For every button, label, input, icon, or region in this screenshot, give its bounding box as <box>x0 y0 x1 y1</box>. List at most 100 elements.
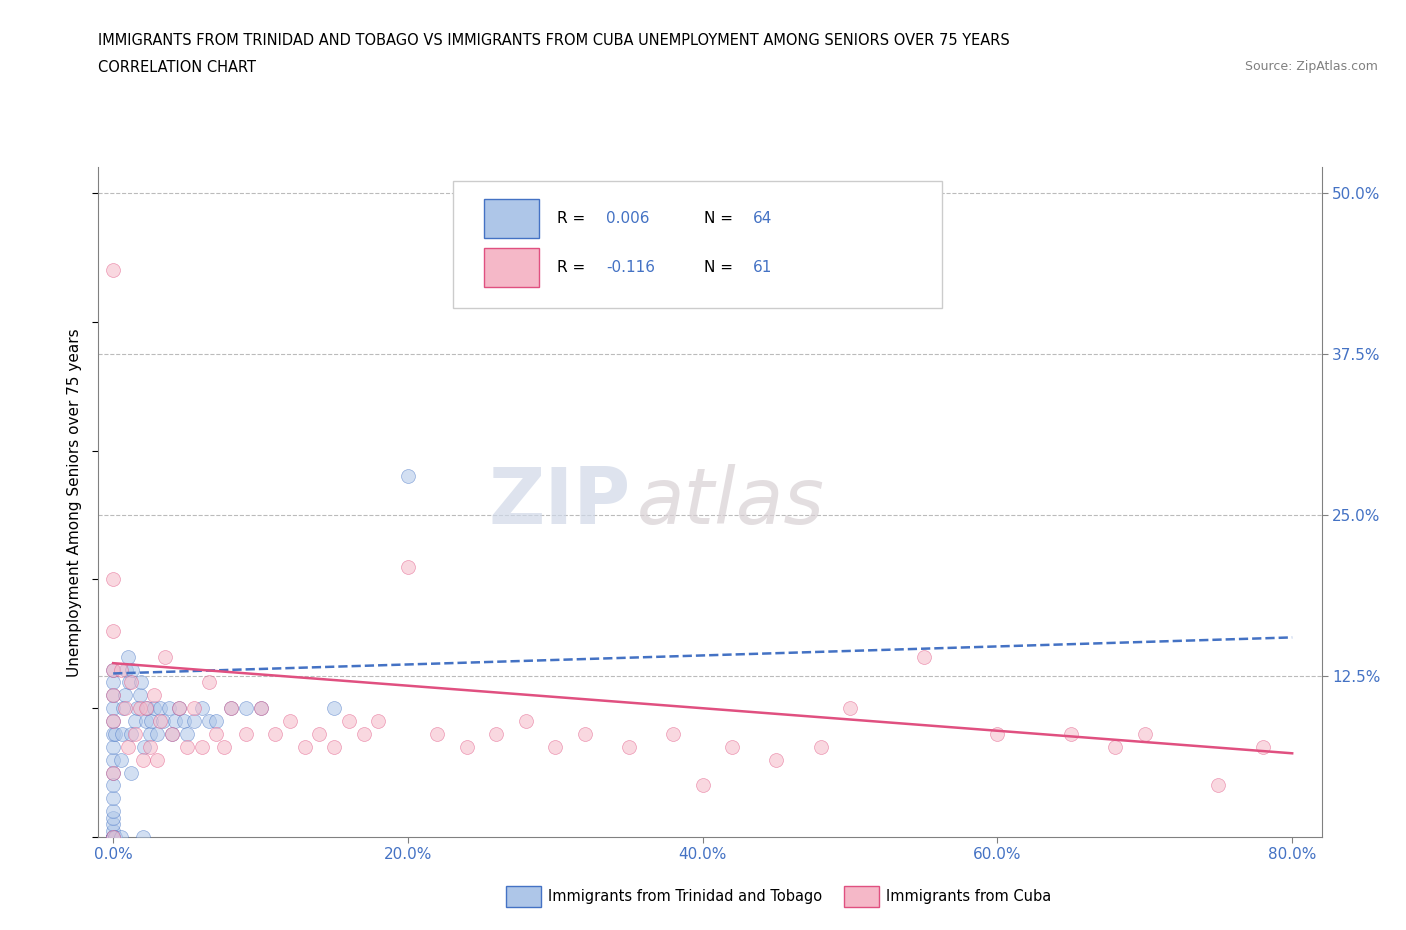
Point <box>169 701 191 716</box>
Point <box>101 662 124 677</box>
Point <box>101 830 124 844</box>
Point <box>146 752 169 767</box>
Point <box>110 830 132 844</box>
Point <box>264 726 287 741</box>
Point <box>120 675 142 690</box>
Point <box>396 469 419 484</box>
Point <box>129 675 152 690</box>
Point <box>912 649 935 664</box>
Point <box>456 739 478 754</box>
FancyBboxPatch shape <box>484 199 538 238</box>
Point <box>101 804 124 818</box>
Point <box>153 649 176 664</box>
Point <box>101 688 124 703</box>
Point <box>617 739 640 754</box>
Point <box>114 688 136 703</box>
Point <box>219 701 242 716</box>
Point <box>131 752 153 767</box>
Text: N =: N = <box>704 211 738 226</box>
Point <box>139 726 162 741</box>
Point <box>165 713 187 728</box>
Point <box>121 662 143 677</box>
Point <box>128 688 150 703</box>
Point <box>101 830 124 844</box>
Point <box>183 713 205 728</box>
Point <box>135 713 157 728</box>
Point <box>101 713 124 728</box>
Point <box>692 778 714 793</box>
Point <box>101 830 124 844</box>
Point <box>149 713 172 728</box>
Text: R =: R = <box>557 259 591 274</box>
Point <box>810 739 832 754</box>
Point <box>485 726 508 741</box>
Point <box>117 739 139 754</box>
Point <box>721 739 744 754</box>
Text: -0.116: -0.116 <box>606 259 655 274</box>
Point <box>101 623 124 638</box>
Point <box>125 701 148 716</box>
Point <box>294 739 316 754</box>
Point <box>986 726 1008 741</box>
Point <box>101 675 124 690</box>
Point <box>101 810 124 825</box>
Point <box>120 726 142 741</box>
Text: R =: R = <box>557 211 591 226</box>
Text: atlas: atlas <box>637 464 824 540</box>
Point <box>131 830 153 844</box>
Point <box>141 713 163 728</box>
Point <box>1208 778 1230 793</box>
Point <box>515 713 537 728</box>
Point <box>396 559 419 574</box>
Point <box>101 752 124 767</box>
Point <box>662 726 685 741</box>
Point <box>136 701 159 716</box>
Text: Immigrants from Trinidad and Tobago: Immigrants from Trinidad and Tobago <box>548 889 823 904</box>
Point <box>1060 726 1083 741</box>
Text: Source: ZipAtlas.com: Source: ZipAtlas.com <box>1244 60 1378 73</box>
Point <box>101 830 124 844</box>
Point <box>308 726 330 741</box>
Point <box>128 701 150 716</box>
Point <box>101 765 124 780</box>
Point <box>124 726 146 741</box>
Point <box>190 739 212 754</box>
Point <box>124 713 146 728</box>
Text: IMMIGRANTS FROM TRINIDAD AND TOBAGO VS IMMIGRANTS FROM CUBA UNEMPLOYMENT AMONG S: IMMIGRANTS FROM TRINIDAD AND TOBAGO VS I… <box>98 33 1010 47</box>
Point <box>235 701 257 716</box>
Point <box>1133 726 1156 741</box>
Point <box>110 662 132 677</box>
Point <box>198 675 221 690</box>
Point <box>1251 739 1274 754</box>
Point <box>198 713 221 728</box>
Point <box>146 726 169 741</box>
Point <box>118 675 141 690</box>
Y-axis label: Unemployment Among Seniors over 75 years: Unemployment Among Seniors over 75 years <box>66 328 82 676</box>
Point <box>323 739 346 754</box>
Point <box>135 701 157 716</box>
Point <box>323 701 346 716</box>
Point <box>139 739 162 754</box>
Point <box>173 713 195 728</box>
Point <box>337 713 360 728</box>
Point <box>101 778 124 793</box>
Point <box>574 726 596 741</box>
Point <box>101 765 124 780</box>
Point <box>112 701 135 716</box>
Text: Immigrants from Cuba: Immigrants from Cuba <box>886 889 1052 904</box>
Point <box>278 713 301 728</box>
Point <box>176 739 198 754</box>
Point <box>101 701 124 716</box>
Point <box>111 726 134 741</box>
Text: ZIP: ZIP <box>488 464 630 540</box>
Point <box>132 739 155 754</box>
Point <box>101 739 124 754</box>
Point <box>235 726 257 741</box>
Point <box>205 713 228 728</box>
Point <box>101 662 124 677</box>
Point <box>212 739 235 754</box>
Point <box>101 572 124 587</box>
Point <box>101 726 124 741</box>
Text: 0.006: 0.006 <box>606 211 650 226</box>
Point <box>249 701 271 716</box>
